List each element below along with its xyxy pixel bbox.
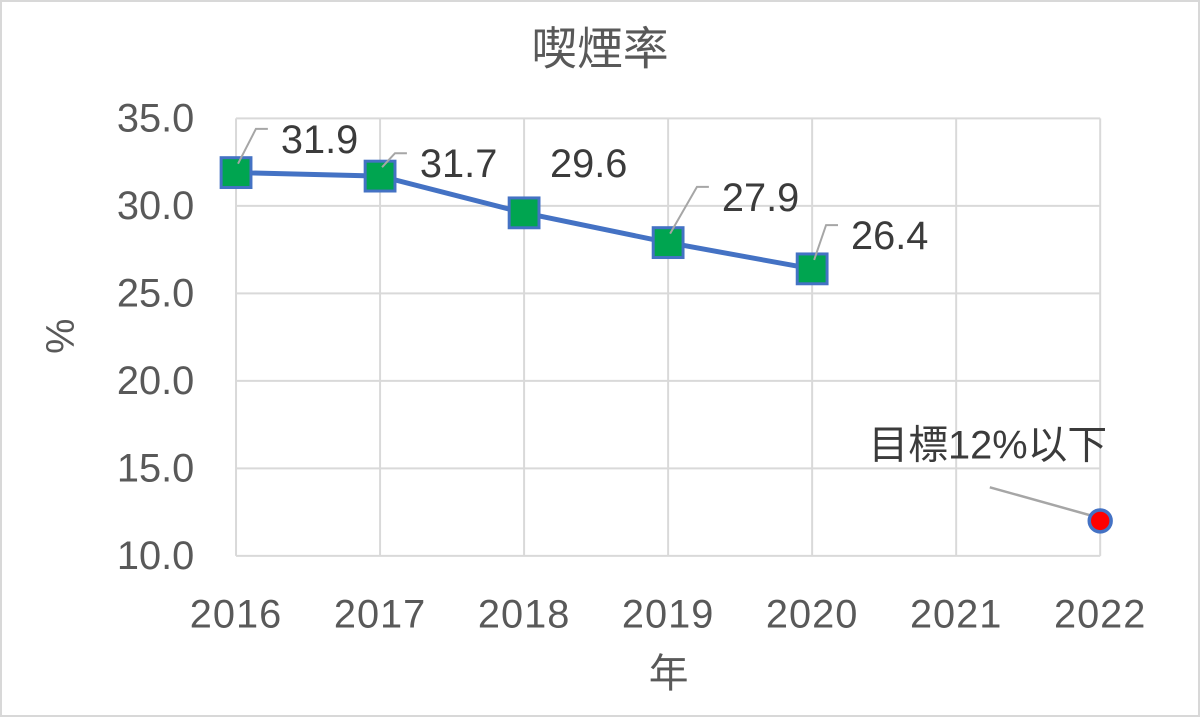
data-label: 26.4 [851,214,928,258]
x-tick-label: 2016 [190,593,282,637]
series-smoking-rate [219,156,829,286]
axis-tick-labels: 35.0 30.0 25.0 20.0 15.0 10.0 2016 2017 2018 2019… [117,96,1146,637]
label-leader-line [237,127,268,165]
series-marker [795,252,829,286]
series-marker [219,156,253,190]
target-label: 目標12%以下 [868,424,1107,468]
y-tick-label: 30.0 [117,184,194,228]
y-tick-label: 35.0 [117,96,194,140]
x-tick-label: 2017 [334,593,426,637]
y-tick-label: 10.0 [117,534,194,578]
label-leader-line [381,152,407,168]
y-tick-label: 15.0 [117,446,194,490]
target-leader-line [989,486,1094,518]
data-labels: 31.9 31.7 29.6 27.9 26.4 [237,118,928,261]
target-annotation: 目標12%以下 [868,424,1113,534]
data-label: 31.9 [281,118,358,162]
x-axis-title: 年 [649,652,689,696]
y-tick-label: 20.0 [117,359,194,403]
y-axis-title: % [39,318,83,353]
x-tick-label: 2022 [1054,593,1146,637]
data-label: 31.7 [420,142,497,186]
label-leader-line [669,185,709,235]
y-tick-label: 25.0 [117,271,194,315]
gridlines [235,117,1102,557]
label-leader-line [813,224,838,261]
data-label: 29.6 [550,142,627,186]
chart-title: 喫煙率 [531,24,668,75]
x-tick-label: 2020 [766,593,858,637]
data-label: 27.9 [722,176,799,220]
series-marker [651,226,685,260]
x-tick-label: 2021 [910,593,1002,637]
series-marker [363,159,397,193]
x-tick-label: 2018 [478,593,570,637]
x-tick-label: 2019 [622,593,714,637]
series-marker [507,196,541,230]
target-marker [1087,508,1113,534]
